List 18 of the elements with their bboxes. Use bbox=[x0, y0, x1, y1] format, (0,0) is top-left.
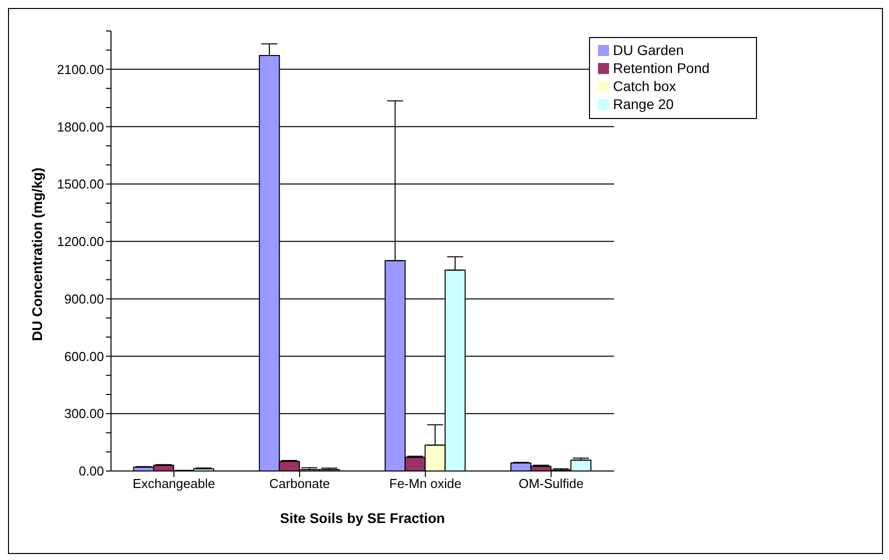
x-tick-label: OM-Sulfide bbox=[518, 476, 584, 492]
y-tick-label: 2100.00 bbox=[57, 62, 104, 77]
y-tick-label: 1200.00 bbox=[57, 234, 104, 250]
y-tick-label: 300.00 bbox=[64, 406, 104, 422]
y-axis-title: DU Concentration (mg/kg) bbox=[28, 168, 45, 341]
x-tick-label: Carbonate bbox=[269, 476, 330, 492]
y-tick-label: 1500.00 bbox=[57, 176, 104, 192]
legend-label: Range 20 bbox=[613, 96, 674, 112]
y-tick-label: 900.00 bbox=[64, 291, 104, 306]
x-axis-title: Site Soils by SE Fraction bbox=[280, 510, 445, 526]
legend-label: DU Garden bbox=[613, 42, 684, 58]
y-tick-label: 1800.00 bbox=[57, 119, 104, 134]
x-tick-label: Exchangeable bbox=[132, 476, 216, 492]
legend-label: Retention Pond bbox=[613, 60, 710, 76]
x-tick-label: Fe-Mn oxide bbox=[389, 476, 462, 492]
y-tick-label: 600.00 bbox=[64, 348, 104, 364]
legend-label: Catch box bbox=[613, 78, 676, 94]
y-tick-label: 0.00 bbox=[78, 464, 104, 479]
